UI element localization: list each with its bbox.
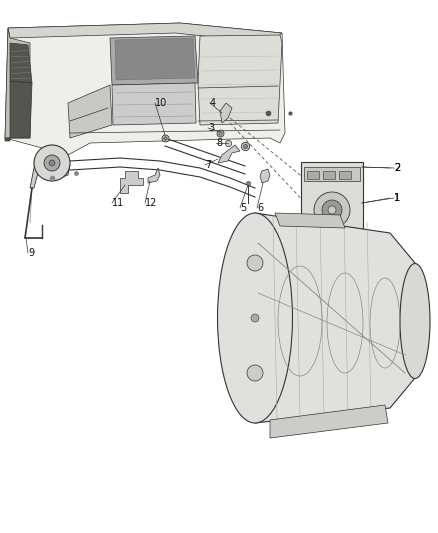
Text: 2: 2 — [394, 163, 400, 173]
Text: 10: 10 — [155, 98, 167, 108]
Polygon shape — [112, 83, 196, 125]
Text: 1: 1 — [394, 193, 400, 203]
Polygon shape — [120, 171, 143, 193]
Polygon shape — [220, 103, 232, 123]
Ellipse shape — [400, 263, 430, 378]
Text: 4: 4 — [210, 98, 216, 108]
Text: 12: 12 — [145, 198, 157, 208]
Polygon shape — [198, 35, 282, 125]
Bar — [335, 227, 355, 239]
Polygon shape — [5, 81, 32, 141]
Circle shape — [247, 365, 263, 381]
Polygon shape — [5, 23, 285, 155]
Circle shape — [34, 145, 70, 181]
Polygon shape — [110, 36, 198, 85]
Text: 6: 6 — [257, 203, 263, 213]
Text: 1: 1 — [394, 193, 400, 203]
Circle shape — [44, 155, 60, 171]
Bar — [307, 171, 319, 179]
Text: 11: 11 — [112, 198, 124, 208]
Circle shape — [251, 314, 259, 322]
Polygon shape — [30, 158, 70, 188]
Polygon shape — [270, 405, 388, 438]
FancyBboxPatch shape — [301, 162, 363, 244]
Bar — [307, 227, 327, 239]
Text: 7: 7 — [205, 160, 211, 170]
Polygon shape — [8, 23, 282, 43]
Text: 2: 2 — [394, 163, 400, 173]
Circle shape — [322, 200, 342, 220]
Circle shape — [314, 192, 350, 228]
Bar — [304, 167, 360, 181]
Text: 3: 3 — [208, 123, 214, 133]
Circle shape — [247, 255, 263, 271]
Polygon shape — [10, 43, 32, 83]
Text: 5: 5 — [240, 203, 246, 213]
Polygon shape — [275, 213, 345, 228]
Text: 8: 8 — [216, 138, 222, 148]
Polygon shape — [260, 169, 270, 183]
Text: 2: 2 — [394, 163, 400, 173]
Bar — [323, 171, 335, 179]
Circle shape — [328, 206, 336, 214]
Text: 9: 9 — [28, 248, 34, 258]
Polygon shape — [68, 85, 112, 138]
Text: 1: 1 — [394, 193, 400, 203]
Polygon shape — [148, 168, 160, 183]
Bar — [339, 171, 351, 179]
Polygon shape — [115, 38, 195, 80]
Circle shape — [49, 160, 55, 166]
Polygon shape — [5, 28, 30, 138]
Polygon shape — [255, 213, 415, 423]
Ellipse shape — [218, 213, 293, 423]
Polygon shape — [218, 145, 240, 163]
